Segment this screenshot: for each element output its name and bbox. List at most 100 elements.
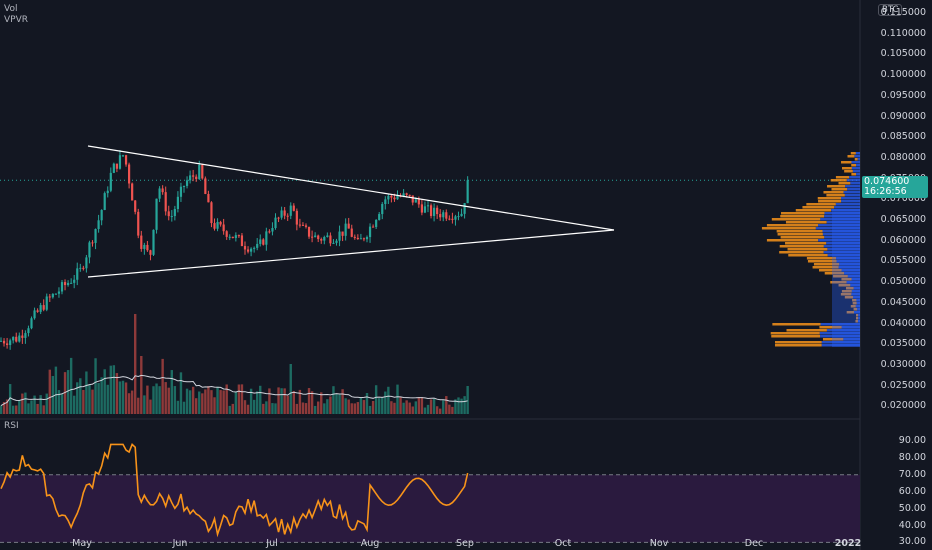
volume-bar: [463, 396, 466, 414]
vpvr-bar: [776, 230, 823, 233]
vol-indicator-label[interactable]: Vol: [4, 4, 18, 14]
candle-body: [466, 180, 469, 204]
vpvr-bar: [843, 191, 860, 194]
candle-body: [454, 216, 457, 220]
volume-bar: [155, 383, 158, 414]
candle-body: [268, 231, 271, 233]
candle-body: [158, 188, 161, 199]
volume-bar: [265, 401, 268, 414]
candle-body: [51, 293, 54, 298]
volume-bar: [103, 369, 106, 414]
vpvr-bar: [788, 254, 828, 257]
vpvr-bar: [852, 302, 857, 305]
candle-body: [192, 175, 195, 177]
vpvr-bar: [858, 314, 860, 317]
candle-body: [173, 208, 176, 217]
vpvr-bar: [771, 335, 821, 338]
vpvr-bar: [787, 248, 828, 251]
candle-body: [295, 210, 298, 225]
candle-body: [253, 247, 256, 249]
volume-bar: [384, 391, 387, 414]
volume-bar: [76, 382, 79, 414]
vpvr-bar: [779, 251, 824, 254]
volume-bar: [313, 405, 317, 414]
time-tick: 2022: [834, 538, 862, 549]
candle-body: [27, 328, 30, 334]
vpvr-bar: [841, 161, 852, 164]
candle-body: [259, 239, 262, 244]
volume-bar: [292, 391, 295, 414]
time-tick: Oct: [554, 538, 572, 549]
volume-bar: [158, 386, 161, 414]
vpvr-bar: [830, 281, 847, 284]
candle-body: [375, 219, 378, 227]
candle-body: [460, 213, 463, 217]
upper-trendline: [87, 145, 615, 231]
volume-bar: [198, 391, 201, 414]
candle-body: [118, 155, 122, 169]
vpvr-bar: [830, 179, 847, 182]
volume-bar: [152, 386, 155, 414]
vpvr-bar: [786, 329, 827, 332]
currency-unit-badge[interactable]: BTC: [878, 4, 903, 16]
vpvr-bar: [847, 188, 860, 191]
volume-bar: [402, 402, 405, 414]
volume-bar: [326, 399, 329, 414]
candle-body: [115, 163, 118, 169]
volume-bar: [140, 356, 143, 414]
vpvr-bar: [836, 260, 860, 263]
candle-body: [82, 267, 85, 269]
volume-bar: [271, 403, 274, 414]
candle-body: [225, 231, 228, 237]
vpvr-bar: [838, 182, 851, 185]
volume-bar: [320, 392, 323, 414]
candle-body: [237, 235, 240, 237]
candle-body: [57, 291, 61, 294]
vpvr-bar: [853, 308, 858, 311]
volume-bar: [307, 388, 311, 414]
volume-bar: [439, 408, 442, 414]
volume-bar: [121, 380, 125, 414]
vpvr-bar: [856, 314, 859, 317]
rsi-indicator-label[interactable]: RSI: [4, 421, 19, 431]
candle-body: [402, 193, 405, 196]
candle-body: [204, 178, 207, 194]
volume-bar: [191, 386, 195, 414]
candle-body: [433, 207, 436, 216]
volume-bar: [118, 381, 122, 414]
candle-body: [6, 343, 9, 345]
candle-body: [372, 226, 375, 228]
candle-body: [100, 209, 103, 221]
vpvr-bar: [844, 272, 860, 275]
vpvr-bar: [840, 197, 860, 200]
volume-bar: [85, 371, 88, 414]
vpvr-bar: [775, 344, 822, 347]
vpvr-bar: [817, 197, 841, 200]
candle-body: [234, 235, 237, 239]
candle-body: [240, 235, 244, 247]
vpvr-bar: [851, 278, 860, 281]
vpvr-bar: [838, 284, 851, 287]
volume-bar: [54, 366, 58, 414]
volume-bar: [195, 398, 198, 414]
candle-body: [292, 205, 295, 211]
time-tick: Sep: [456, 538, 474, 549]
volume-bar: [323, 403, 326, 414]
vpvr-bar: [851, 167, 860, 170]
volume-bar: [332, 386, 335, 414]
vpvr-bar: [836, 257, 860, 260]
vpvr-bar: [826, 221, 860, 224]
price-tick: 0.040000: [880, 317, 926, 329]
candle-body: [176, 196, 179, 209]
volume-bar: [381, 397, 384, 414]
candle-body: [317, 235, 320, 240]
candle-body: [356, 237, 359, 240]
candle-body: [420, 204, 423, 213]
volume-bar: [353, 403, 356, 414]
volume-bar: [88, 385, 91, 414]
vpvr-bar: [851, 164, 857, 167]
rsi-line: [0, 443, 469, 538]
vpvr-bar: [851, 293, 860, 296]
vpvr-indicator-label[interactable]: VPVR: [4, 15, 28, 25]
